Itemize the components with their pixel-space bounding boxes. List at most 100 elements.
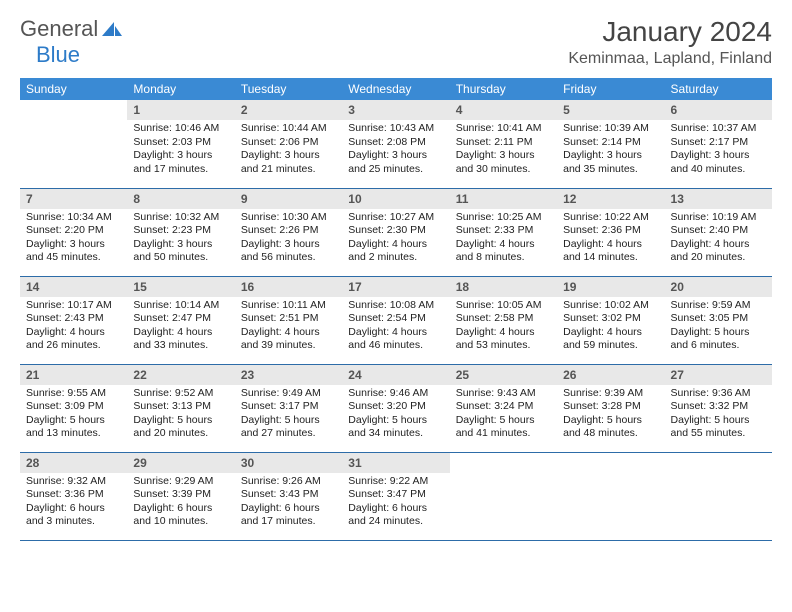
day-number: 20 (665, 277, 772, 297)
day-details: Sunrise: 9:29 AMSunset: 3:39 PMDaylight:… (127, 473, 234, 534)
calendar-cell: 8Sunrise: 10:32 AMSunset: 2:23 PMDayligh… (127, 188, 234, 276)
calendar-cell: 16Sunrise: 10:11 AMSunset: 2:51 PMDaylig… (235, 276, 342, 364)
sunset-text: Sunset: 2:40 PM (671, 224, 766, 238)
day-number: 12 (557, 189, 664, 209)
daylight-text: Daylight: 5 hours (563, 414, 658, 428)
day-number: 25 (450, 365, 557, 385)
daylight-text: and 26 minutes. (26, 339, 121, 353)
weekday-header: Sunday (20, 78, 127, 100)
sunrise-text: Sunrise: 9:46 AM (348, 387, 443, 401)
sunrise-text: Sunrise: 10:17 AM (26, 299, 121, 313)
daylight-text: Daylight: 3 hours (348, 149, 443, 163)
sunrise-text: Sunrise: 10:05 AM (456, 299, 551, 313)
calendar-cell: 1Sunrise: 10:46 AMSunset: 2:03 PMDayligh… (127, 100, 234, 188)
day-number: 13 (665, 189, 772, 209)
day-details: Sunrise: 10:11 AMSunset: 2:51 PMDaylight… (235, 297, 342, 358)
day-number: 30 (235, 453, 342, 473)
sunset-text: Sunset: 3:20 PM (348, 400, 443, 414)
day-number: 15 (127, 277, 234, 297)
sunset-text: Sunset: 3:13 PM (133, 400, 228, 414)
day-details: Sunrise: 10:32 AMSunset: 2:23 PMDaylight… (127, 209, 234, 270)
sunrise-text: Sunrise: 10:34 AM (26, 211, 121, 225)
daylight-text: and 3 minutes. (26, 515, 121, 529)
daylight-text: Daylight: 5 hours (241, 414, 336, 428)
sunrise-text: Sunrise: 9:59 AM (671, 299, 766, 313)
daylight-text: and 24 minutes. (348, 515, 443, 529)
logo-sail-icon (100, 20, 124, 38)
calendar-row: 28Sunrise: 9:32 AMSunset: 3:36 PMDayligh… (20, 452, 772, 540)
day-details: Sunrise: 9:55 AMSunset: 3:09 PMDaylight:… (20, 385, 127, 446)
sunset-text: Sunset: 3:24 PM (456, 400, 551, 414)
daylight-text: Daylight: 5 hours (671, 414, 766, 428)
daylight-text: Daylight: 3 hours (456, 149, 551, 163)
weekday-header: Wednesday (342, 78, 449, 100)
day-number: 17 (342, 277, 449, 297)
daylight-text: Daylight: 4 hours (671, 238, 766, 252)
calendar-cell: 29Sunrise: 9:29 AMSunset: 3:39 PMDayligh… (127, 452, 234, 540)
day-number: 28 (20, 453, 127, 473)
day-number: 27 (665, 365, 772, 385)
day-number: 4 (450, 100, 557, 120)
day-number: 10 (342, 189, 449, 209)
calendar-row: 21Sunrise: 9:55 AMSunset: 3:09 PMDayligh… (20, 364, 772, 452)
calendar-cell: 18Sunrise: 10:05 AMSunset: 2:58 PMDaylig… (450, 276, 557, 364)
calendar-cell (20, 100, 127, 188)
sunrise-text: Sunrise: 9:52 AM (133, 387, 228, 401)
logo: General (20, 16, 126, 42)
weekday-header: Thursday (450, 78, 557, 100)
calendar-cell: 26Sunrise: 9:39 AMSunset: 3:28 PMDayligh… (557, 364, 664, 452)
sunrise-text: Sunrise: 9:49 AM (241, 387, 336, 401)
calendar-cell: 12Sunrise: 10:22 AMSunset: 2:36 PMDaylig… (557, 188, 664, 276)
day-details: Sunrise: 10:05 AMSunset: 2:58 PMDaylight… (450, 297, 557, 358)
day-number: 3 (342, 100, 449, 120)
day-number: 5 (557, 100, 664, 120)
daylight-text: Daylight: 4 hours (563, 238, 658, 252)
sunset-text: Sunset: 2:20 PM (26, 224, 121, 238)
sunrise-text: Sunrise: 10:32 AM (133, 211, 228, 225)
day-details: Sunrise: 9:22 AMSunset: 3:47 PMDaylight:… (342, 473, 449, 534)
day-details: Sunrise: 10:22 AMSunset: 2:36 PMDaylight… (557, 209, 664, 270)
calendar-cell: 9Sunrise: 10:30 AMSunset: 2:26 PMDayligh… (235, 188, 342, 276)
daylight-text: Daylight: 3 hours (26, 238, 121, 252)
daylight-text: and 30 minutes. (456, 163, 551, 177)
sunset-text: Sunset: 3:47 PM (348, 488, 443, 502)
day-number: 8 (127, 189, 234, 209)
calendar-cell: 6Sunrise: 10:37 AMSunset: 2:17 PMDayligh… (665, 100, 772, 188)
sunset-text: Sunset: 2:58 PM (456, 312, 551, 326)
sunrise-text: Sunrise: 9:29 AM (133, 475, 228, 489)
daylight-text: and 39 minutes. (241, 339, 336, 353)
sunset-text: Sunset: 2:03 PM (133, 136, 228, 150)
location: Keminmaa, Lapland, Finland (568, 50, 772, 68)
daylight-text: Daylight: 3 hours (671, 149, 766, 163)
calendar-cell: 21Sunrise: 9:55 AMSunset: 3:09 PMDayligh… (20, 364, 127, 452)
day-details: Sunrise: 10:08 AMSunset: 2:54 PMDaylight… (342, 297, 449, 358)
day-number: 1 (127, 100, 234, 120)
calendar-cell: 23Sunrise: 9:49 AMSunset: 3:17 PMDayligh… (235, 364, 342, 452)
daylight-text: and 8 minutes. (456, 251, 551, 265)
daylight-text: Daylight: 5 hours (348, 414, 443, 428)
sunset-text: Sunset: 3:05 PM (671, 312, 766, 326)
sunrise-text: Sunrise: 9:55 AM (26, 387, 121, 401)
daylight-text: and 6 minutes. (671, 339, 766, 353)
calendar-cell: 17Sunrise: 10:08 AMSunset: 2:54 PMDaylig… (342, 276, 449, 364)
calendar-cell: 7Sunrise: 10:34 AMSunset: 2:20 PMDayligh… (20, 188, 127, 276)
day-details: Sunrise: 10:37 AMSunset: 2:17 PMDaylight… (665, 120, 772, 181)
day-number: 2 (235, 100, 342, 120)
sunrise-text: Sunrise: 10:37 AM (671, 122, 766, 136)
sunrise-text: Sunrise: 10:41 AM (456, 122, 551, 136)
day-details: Sunrise: 10:44 AMSunset: 2:06 PMDaylight… (235, 120, 342, 181)
daylight-text: and 20 minutes. (671, 251, 766, 265)
daylight-text: Daylight: 4 hours (348, 238, 443, 252)
daylight-text: and 40 minutes. (671, 163, 766, 177)
sunset-text: Sunset: 3:39 PM (133, 488, 228, 502)
sunrise-text: Sunrise: 10:02 AM (563, 299, 658, 313)
sunrise-text: Sunrise: 10:27 AM (348, 211, 443, 225)
day-details: Sunrise: 10:17 AMSunset: 2:43 PMDaylight… (20, 297, 127, 358)
calendar-cell: 10Sunrise: 10:27 AMSunset: 2:30 PMDaylig… (342, 188, 449, 276)
sunrise-text: Sunrise: 10:43 AM (348, 122, 443, 136)
day-details: Sunrise: 10:19 AMSunset: 2:40 PMDaylight… (665, 209, 772, 270)
calendar-body: 1Sunrise: 10:46 AMSunset: 2:03 PMDayligh… (20, 100, 772, 540)
daylight-text: and 55 minutes. (671, 427, 766, 441)
daylight-text: Daylight: 3 hours (241, 149, 336, 163)
weekday-header-row: Sunday Monday Tuesday Wednesday Thursday… (20, 78, 772, 100)
